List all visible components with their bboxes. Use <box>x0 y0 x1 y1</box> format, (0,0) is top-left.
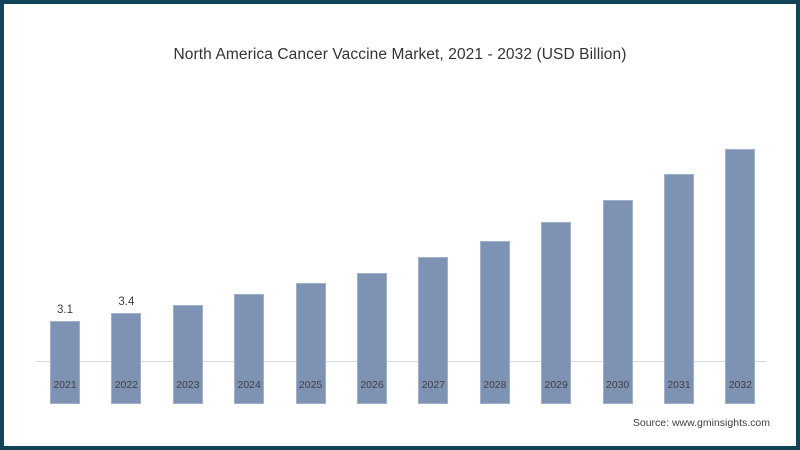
x-tick-2025: 2025 <box>298 379 323 391</box>
figure-canvas: North America Cancer Vaccine Market, 202… <box>4 4 796 446</box>
bar <box>50 320 80 404</box>
plot-area: 3.1 3.4 <box>4 4 796 404</box>
page-title: North America Cancer Vaccine Market, 202… <box>173 46 627 63</box>
bar-value-label: 3.4 <box>118 295 135 308</box>
x-tick-2028: 2028 <box>483 379 507 391</box>
bar-column-2024 <box>234 47 265 404</box>
x-axis-line <box>36 361 766 362</box>
bar-column-2025 <box>295 47 326 404</box>
bar <box>111 312 142 404</box>
x-tick-2021: 2021 <box>53 379 77 391</box>
bar <box>479 240 510 404</box>
bar <box>234 294 265 404</box>
bar <box>295 283 326 404</box>
x-tick-2022: 2022 <box>114 379 139 391</box>
bar <box>541 221 572 404</box>
x-tick-2030: 2030 <box>605 379 630 391</box>
x-tick-2026: 2026 <box>360 379 384 391</box>
bar-column-2032 <box>725 47 756 404</box>
x-tick-2031: 2031 <box>667 379 691 391</box>
x-tick-2029: 2029 <box>544 379 568 391</box>
bar-column-2029 <box>541 47 572 404</box>
x-tick-2023: 2023 <box>176 379 200 391</box>
bar <box>664 173 694 404</box>
bar <box>418 256 449 404</box>
bar-column-2026 <box>357 47 387 404</box>
bar <box>357 272 387 404</box>
bar-column-2027 <box>418 47 449 404</box>
x-tick-2024: 2024 <box>237 379 261 391</box>
bar-column-2021: 3.1 <box>50 47 80 404</box>
x-tick-2027: 2027 <box>421 379 446 391</box>
bar-column-2031 <box>664 47 694 404</box>
source-attribution: Source: www.gminsights.com <box>632 417 770 429</box>
x-axis-tick-labels: 2021 2022 2023 2024 2025 2026 2027 2028 2029 2030… <box>4 370 796 394</box>
bar-column-2028 <box>479 47 510 404</box>
bar-value-label: 3.1 <box>57 303 73 316</box>
bar-column-2022: 3.4 <box>111 47 142 404</box>
bar-column-2030 <box>602 47 633 404</box>
x-tick-2032: 2032 <box>728 379 753 391</box>
bar <box>725 149 756 404</box>
bar-column-2023 <box>172 47 203 404</box>
bar <box>172 304 203 404</box>
bar <box>602 200 633 404</box>
